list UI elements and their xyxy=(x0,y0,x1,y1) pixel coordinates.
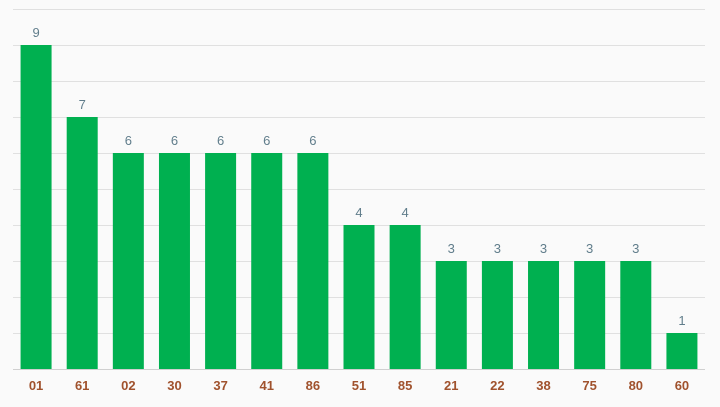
value-label-38: 3 xyxy=(540,241,547,256)
category-label-61: 61 xyxy=(75,378,89,393)
value-label-21: 3 xyxy=(448,241,455,256)
bar-41 xyxy=(251,153,283,369)
category-label-60: 60 xyxy=(675,378,689,393)
category-label-80: 80 xyxy=(629,378,643,393)
value-label-61: 7 xyxy=(79,97,86,112)
value-label-30: 6 xyxy=(171,133,178,148)
category-label-38: 38 xyxy=(536,378,550,393)
bar-85 xyxy=(389,225,421,369)
value-label-80: 3 xyxy=(632,241,639,256)
category-label-41: 41 xyxy=(259,378,273,393)
category-label-85: 85 xyxy=(398,378,412,393)
bar-22 xyxy=(481,261,513,369)
bar-51 xyxy=(343,225,375,369)
value-label-85: 4 xyxy=(402,205,409,220)
category-label-21: 21 xyxy=(444,378,458,393)
bar-02 xyxy=(112,153,144,369)
bar-01 xyxy=(20,45,52,369)
category-label-75: 75 xyxy=(582,378,596,393)
value-label-01: 9 xyxy=(32,25,39,40)
value-label-51: 4 xyxy=(355,205,362,220)
category-label-86: 86 xyxy=(306,378,320,393)
category-label-02: 02 xyxy=(121,378,135,393)
value-label-86: 6 xyxy=(309,133,316,148)
bar-80 xyxy=(620,261,652,369)
category-label-22: 22 xyxy=(490,378,504,393)
bar-30 xyxy=(158,153,190,369)
category-label-01: 01 xyxy=(29,378,43,393)
value-label-41: 6 xyxy=(263,133,270,148)
category-label-37: 37 xyxy=(213,378,227,393)
value-label-37: 6 xyxy=(217,133,224,148)
bar-21 xyxy=(435,261,467,369)
category-label-30: 30 xyxy=(167,378,181,393)
value-label-22: 3 xyxy=(494,241,501,256)
bar-37 xyxy=(205,153,237,369)
bar-layer xyxy=(20,45,698,369)
category-label-layer: 01 61 02 30 37 41 86 51 85 21 22 38 75 80 60 xyxy=(29,378,689,393)
bar-38 xyxy=(528,261,560,369)
bar-86 xyxy=(297,153,329,369)
value-label-75: 3 xyxy=(586,241,593,256)
value-label-layer: 9 7 6 6 6 6 6 4 4 3 3 3 3 3 1 xyxy=(32,25,685,328)
value-label-60: 1 xyxy=(678,313,685,328)
bar-75 xyxy=(574,261,606,369)
category-label-51: 51 xyxy=(352,378,366,393)
value-label-02: 6 xyxy=(125,133,132,148)
bar-60 xyxy=(666,333,698,369)
bar-61 xyxy=(66,117,98,369)
